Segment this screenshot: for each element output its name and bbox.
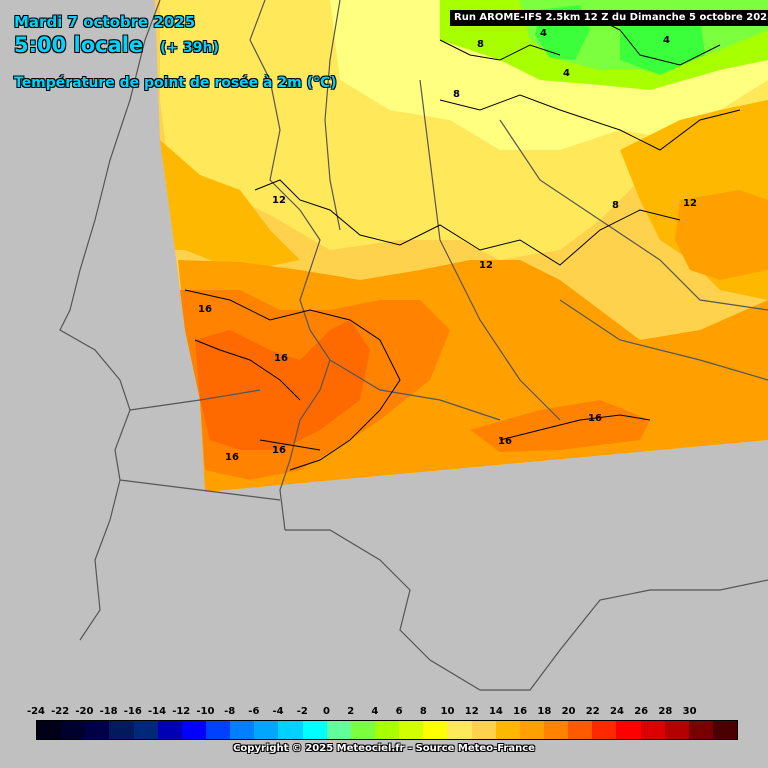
contour-label: 4 [663, 35, 670, 46]
legend-tick-label: -12 [172, 706, 191, 717]
legend-tick-label: -18 [99, 706, 118, 717]
field-14-16-east [675, 190, 768, 280]
contour-label: 8 [453, 89, 460, 100]
color-scale-segment [157, 721, 182, 739]
legend-tick-label: -2 [296, 706, 308, 717]
forecast-local-time: 5:00 locale [14, 33, 144, 57]
color-scale-segment [109, 721, 134, 739]
legend-tick-label: 16 [513, 706, 528, 717]
contour-label: 16 [588, 413, 602, 424]
color-scale-segment [519, 721, 544, 739]
color-scale-segment [133, 721, 158, 739]
contour-label: 4 [563, 68, 570, 79]
legend-tick-label: -6 [248, 706, 260, 717]
legend-tick-label: 24 [609, 706, 624, 717]
contour-label: 16 [198, 304, 212, 315]
color-scale-segment [181, 721, 206, 739]
legend-tick-label: 12 [464, 706, 479, 717]
run-info-banner: Run AROME-IFS 2.5km 12 Z du Dimanche 5 o… [450, 10, 768, 26]
color-scale-segment [85, 721, 110, 739]
color-scale-segment [447, 721, 472, 739]
legend-tick-label: -20 [75, 706, 94, 717]
color-scale-segment [302, 721, 327, 739]
contour-label: 8 [612, 200, 619, 211]
color-scale-segment [423, 721, 448, 739]
legend-tick-label: 22 [585, 706, 600, 717]
color-scale-segment [664, 721, 689, 739]
legend: -24 -22 -20 -18 -16 -14 -12 -10 -8 -6 -4 -2 0 2 4 6 8 10 1… [0, 700, 768, 768]
field-12-14-west [160, 140, 300, 270]
borders [59, 0, 768, 691]
color-scale-segment [592, 721, 617, 739]
color-scale-segment [278, 721, 303, 739]
forecast-lead-time: (+ 39h) [160, 40, 219, 56]
copyright-notice: Copyright © 2025 Meteociel.fr - Source M… [233, 743, 535, 754]
field-0-2-b [620, 10, 705, 75]
color-scale-segment [471, 721, 496, 739]
color-scale-segment [399, 721, 424, 739]
color-scale-bar [36, 720, 738, 740]
parameter-title: Température de point de rosée à 2m (°C) [14, 75, 337, 91]
contour-label: 4 [540, 28, 547, 39]
legend-tick-label: 14 [488, 706, 503, 717]
legend-tick-label: -24 [26, 706, 46, 717]
legend-tick-label: 4 [371, 706, 379, 717]
color-scale-segment [640, 721, 665, 739]
forecast-date: Mardi 7 octobre 2025 [14, 13, 196, 31]
legend-tick-label: -4 [272, 706, 284, 717]
contours [184, 19, 741, 471]
color-scale-segment [543, 721, 569, 739]
legend-tick-label: 6 [395, 706, 403, 717]
legend-tick-label: 18 [537, 706, 552, 717]
color-scale-segment [712, 721, 738, 739]
contour-label: 16 [274, 353, 288, 364]
color-scale-segment [37, 721, 62, 739]
legend-tick-label: 10 [440, 706, 455, 717]
field-18-20 [195, 320, 370, 450]
legend-tick-label: 8 [419, 706, 427, 717]
legend-tick-label: 2 [347, 706, 355, 717]
legend-tick-label: -14 [147, 706, 167, 717]
contour-label: 12 [272, 195, 286, 206]
legend-tick-label: 28 [658, 706, 673, 717]
field-16-18-se [470, 400, 650, 452]
contour-label: 12 [479, 260, 493, 271]
legend-tick-label: -22 [51, 706, 70, 717]
legend-tick-label: 20 [561, 706, 576, 717]
color-scale-segment [374, 721, 400, 739]
color-scale-segment [326, 721, 351, 739]
contour-label: 16 [498, 436, 512, 447]
color-scale-segment [616, 721, 641, 739]
contour-labels: 4 4 4 8 8 8 12 12 12 16 16 16 16 16 16 [198, 28, 697, 463]
color-scale-segment [254, 721, 279, 739]
legend-tick-label: -16 [123, 706, 142, 717]
legend-tick-label: 0 [322, 706, 330, 717]
legend-tick-label: 26 [634, 706, 649, 717]
color-scale-segment [205, 721, 231, 739]
contour-label: 16 [225, 452, 239, 463]
legend-tick-label: -10 [196, 706, 215, 717]
color-scale-segment [230, 721, 255, 739]
color-scale-segment [688, 721, 713, 739]
legend-tick-label: -8 [224, 706, 236, 717]
contour-label: 16 [272, 445, 286, 456]
contour-label: 12 [683, 198, 697, 209]
color-scale-segment [495, 721, 520, 739]
color-scale-segment [568, 721, 593, 739]
contour-label: 8 [477, 39, 484, 50]
color-scale-segment [61, 721, 86, 739]
legend-tick-label: 30 [682, 706, 697, 717]
color-scale-segment [350, 721, 375, 739]
